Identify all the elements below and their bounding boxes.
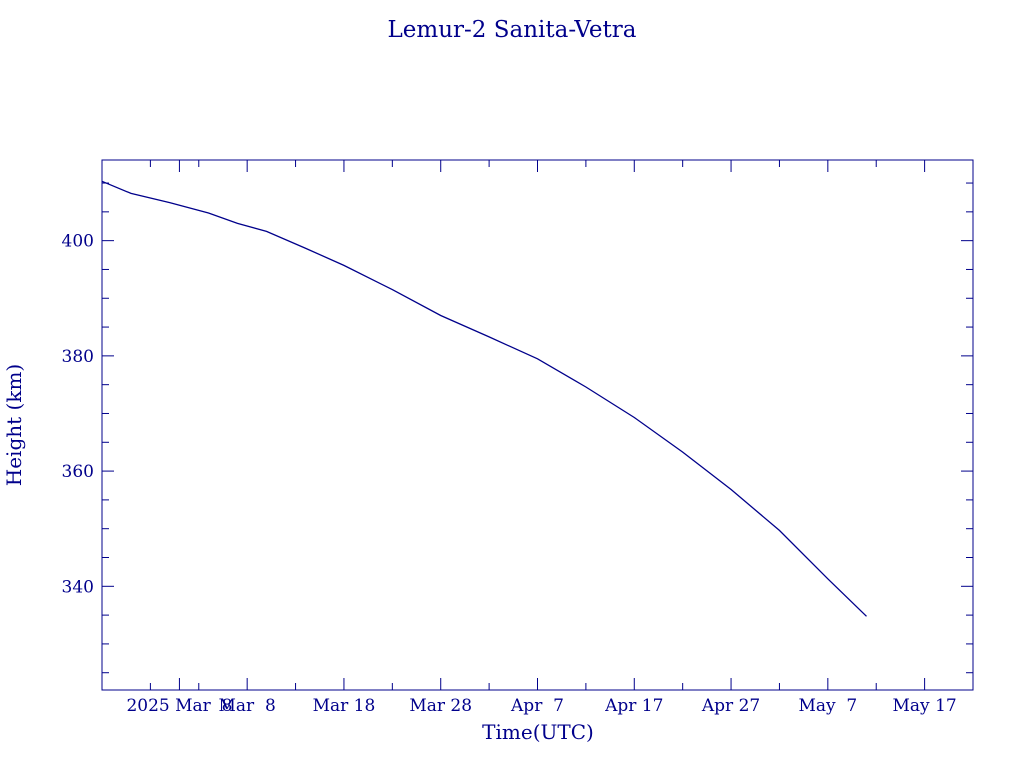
y-tick-label: 340 [62,577,94,597]
axis-ticks [101,160,974,690]
y-tick-label: 360 [62,462,94,482]
y-tick-label: 400 [62,232,94,252]
y-tick-labels: 340 360 380 400 [62,232,94,598]
x-tick-label: Apr 27 [701,696,760,716]
x-tick-label: Apr 17 [604,696,663,716]
x-tick-label: Mar 8 [219,696,276,716]
x-tick-label: Mar 28 [409,696,472,716]
plot-frame [101,159,974,691]
x-tick-label: 2025 Mar 8 [126,696,232,716]
chart-title: Lemur-2 Sanita-Vetra [388,17,637,43]
x-tick-label: May 7 [798,696,857,716]
x-tick-label: May 17 [893,696,957,716]
height-series-line [101,180,867,617]
x-tick-label: Apr 7 [510,696,564,716]
y-tick-label: 380 [62,347,94,367]
y-axis-label: Height (km) [2,364,26,486]
x-axis-label: Time(UTC) [482,720,594,744]
x-tick-label: Mar 18 [313,696,376,716]
